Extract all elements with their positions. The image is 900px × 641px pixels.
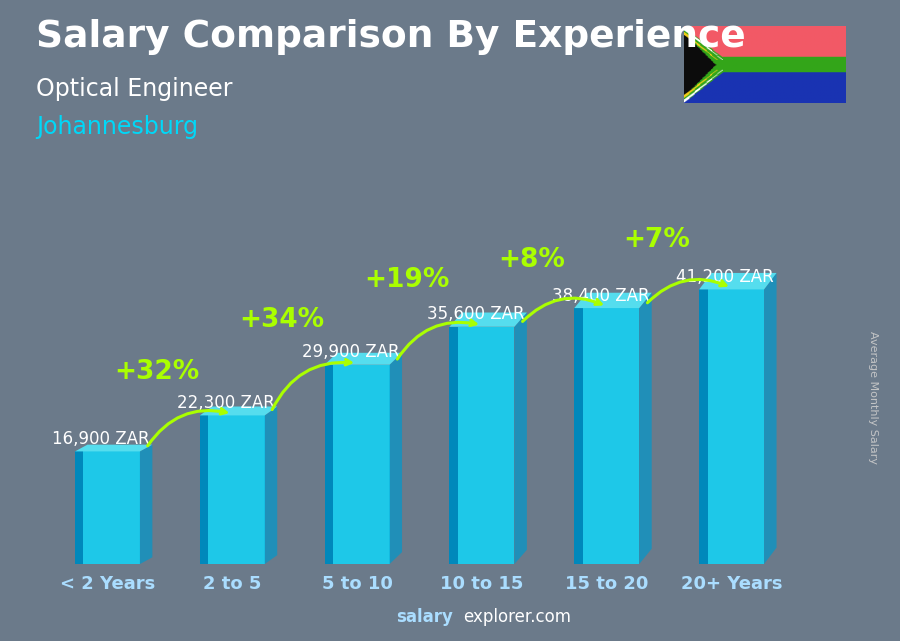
Polygon shape [75,445,152,451]
Polygon shape [699,273,777,290]
Text: +32%: +32% [114,360,200,385]
Polygon shape [639,293,652,564]
Text: +7%: +7% [624,227,690,253]
Bar [699,290,764,564]
Text: 29,900 ZAR: 29,900 ZAR [302,344,400,362]
Text: salary: salary [396,608,453,626]
Bar [325,365,390,564]
Polygon shape [515,313,526,564]
Text: 35,600 ZAR: 35,600 ZAR [427,305,525,324]
Text: +19%: +19% [364,267,450,294]
Polygon shape [764,273,777,564]
Bar [574,308,639,564]
Bar [449,327,515,564]
Polygon shape [140,445,152,564]
Bar [200,415,265,564]
Text: explorer.com: explorer.com [464,608,572,626]
Bar [449,327,458,564]
Text: +34%: +34% [239,307,325,333]
Bar [574,308,583,564]
Polygon shape [449,313,526,327]
Bar [699,290,707,564]
Text: Salary Comparison By Experience: Salary Comparison By Experience [36,19,746,55]
Text: +8%: +8% [499,247,565,273]
Polygon shape [574,293,652,308]
Polygon shape [265,406,277,564]
Bar [75,451,140,564]
Text: 16,900 ZAR: 16,900 ZAR [52,430,150,448]
Polygon shape [325,353,402,365]
Polygon shape [200,406,277,415]
Text: Average Monthly Salary: Average Monthly Salary [868,331,878,464]
Text: 41,200 ZAR: 41,200 ZAR [677,268,774,286]
Text: Johannesburg: Johannesburg [36,115,198,139]
Bar [200,415,208,564]
Bar [75,451,84,564]
Text: Optical Engineer: Optical Engineer [36,77,232,101]
Polygon shape [390,353,402,564]
Text: 38,400 ZAR: 38,400 ZAR [552,287,649,304]
Text: 22,300 ZAR: 22,300 ZAR [177,394,275,412]
Bar [325,365,333,564]
